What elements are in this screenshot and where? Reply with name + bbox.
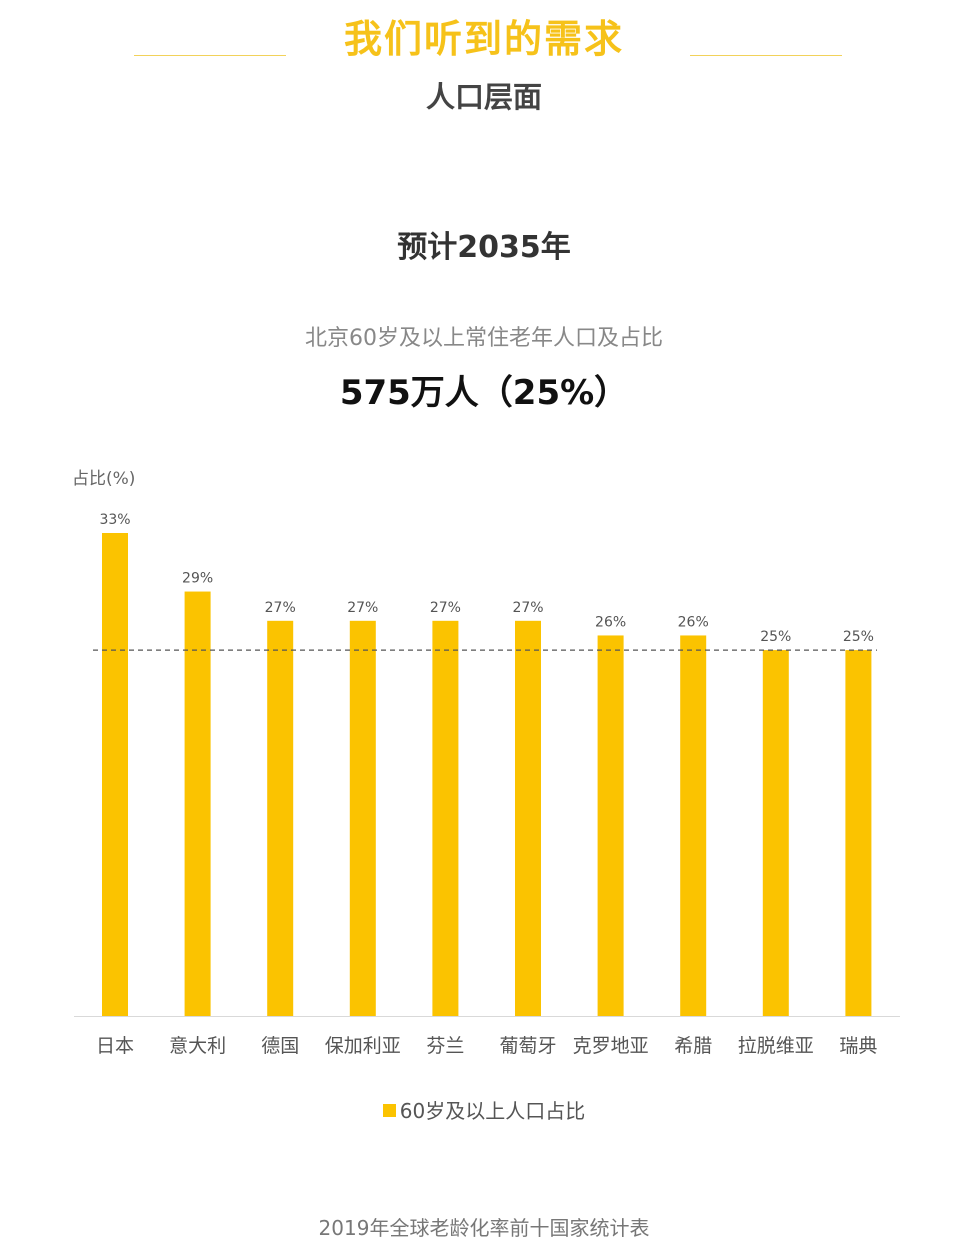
bar xyxy=(515,620,541,1016)
stat-label: 北京60岁及以上常住老年人口及占比 xyxy=(305,326,663,351)
data-label: 27% xyxy=(265,600,296,616)
data-label: 26% xyxy=(595,614,626,630)
chart-legend: 60岁及以上人口占比 xyxy=(0,1095,968,1124)
x-tick-label: 德国 xyxy=(261,1035,299,1057)
bar xyxy=(267,620,294,1016)
bar xyxy=(845,650,872,1016)
header-subtitle: 人口层面 xyxy=(425,80,542,114)
data-label: 29% xyxy=(182,571,213,587)
x-tick-label: 希腊 xyxy=(674,1035,712,1057)
bar xyxy=(680,635,707,1016)
data-label: 26% xyxy=(678,614,709,630)
bar xyxy=(102,533,128,1016)
title-divider-left xyxy=(134,55,286,56)
header-title: 我们听到的需求 xyxy=(343,17,624,61)
x-tick-label: 葡萄牙 xyxy=(499,1035,556,1057)
y-axis-label: 占比(%) xyxy=(72,469,135,489)
x-tick-label: 克罗地亚 xyxy=(573,1035,649,1057)
forecast-label: 预计2035年 xyxy=(397,230,571,265)
legend-label: 60岁及以上人口占比 xyxy=(399,1099,586,1123)
bar xyxy=(184,591,211,1016)
legend-swatch xyxy=(382,1104,396,1117)
x-tick-label: 芬兰 xyxy=(426,1035,464,1057)
stat-value: 575万人（25%） xyxy=(339,373,629,413)
title-divider-right xyxy=(690,55,842,56)
x-tick-label: 拉脱维亚 xyxy=(738,1035,814,1057)
data-label: 27% xyxy=(347,600,378,616)
bar xyxy=(762,650,789,1016)
bar xyxy=(432,620,459,1016)
source-note: 2019年全球老龄化率前十国家统计表 xyxy=(318,1216,650,1240)
data-label: 33% xyxy=(99,512,130,528)
data-label: 25% xyxy=(843,629,874,645)
bar xyxy=(597,635,624,1016)
x-tick-label: 瑞典 xyxy=(839,1035,877,1057)
x-tick-label: 保加利亚 xyxy=(325,1035,401,1057)
x-tick-label: 意大利 xyxy=(169,1035,226,1057)
data-label: 27% xyxy=(512,600,543,616)
data-label: 25% xyxy=(760,629,791,645)
x-tick-label: 日本 xyxy=(96,1035,134,1057)
bar xyxy=(349,620,376,1016)
data-label: 27% xyxy=(430,600,461,616)
